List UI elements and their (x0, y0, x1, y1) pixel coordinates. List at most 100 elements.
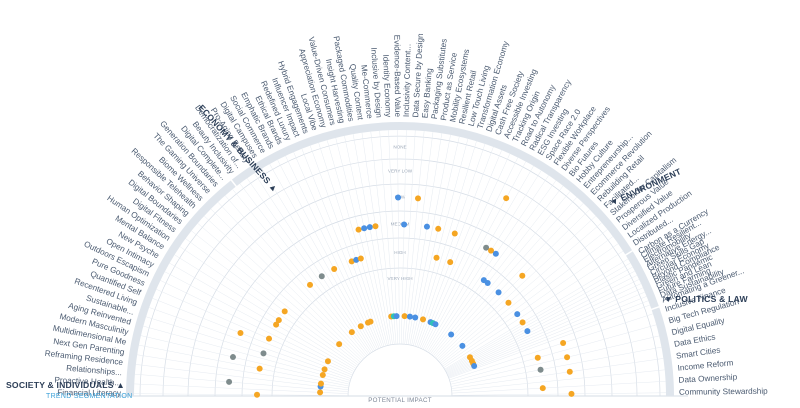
trend-label[interactable]: Data Ownership (678, 372, 738, 384)
trend-dot[interactable] (266, 335, 273, 342)
trend-spoke (361, 132, 393, 345)
trend-spoke (197, 223, 361, 363)
trend-dot[interactable] (355, 226, 362, 233)
trend-dot[interactable] (423, 223, 430, 230)
trend-label[interactable]: Income Reform (677, 358, 734, 372)
trend-dot[interactable] (471, 363, 478, 370)
trend-spoke (409, 134, 451, 345)
trend-dot[interactable] (537, 366, 544, 373)
trend-spoke (135, 364, 349, 391)
trend-spoke (239, 183, 369, 355)
trend-dot[interactable] (447, 259, 454, 266)
trend-dot[interactable] (432, 321, 439, 328)
trend-dot[interactable] (361, 225, 368, 232)
trend-label[interactable]: Evidence-Based Value (392, 35, 402, 118)
trend-dot[interactable] (372, 223, 379, 230)
trend-dot[interactable] (318, 273, 325, 280)
trend-dot[interactable] (353, 256, 360, 263)
impact-ring (187, 183, 613, 397)
trend-dot[interactable] (321, 366, 328, 373)
trend-dot[interactable] (433, 254, 440, 261)
impact-ring (271, 267, 529, 397)
trend-dot[interactable] (412, 314, 419, 321)
trend-spoke (431, 185, 564, 356)
trend-dot[interactable] (366, 224, 373, 231)
trend-dot[interactable] (560, 340, 567, 346)
trend-dot[interactable] (492, 250, 499, 257)
trend-dot[interactable] (254, 391, 261, 398)
trend-spoke (445, 270, 635, 372)
trend-dot[interactable] (415, 195, 421, 202)
trend-dot[interactable] (483, 244, 490, 251)
trend-spoke (411, 136, 460, 346)
trend-dot[interactable] (503, 195, 510, 202)
trend-spoke (447, 291, 645, 376)
trend-dot[interactable] (401, 313, 408, 320)
trend-dot[interactable] (393, 313, 400, 320)
trend-dot[interactable] (348, 258, 355, 265)
trend-dot[interactable] (317, 380, 324, 387)
trend-spoke (146, 316, 351, 381)
trend-dot[interactable] (534, 354, 541, 361)
trend-dot[interactable] (317, 389, 324, 396)
trend-spoke (442, 243, 619, 367)
trend-label[interactable]: Financial Literacy (57, 388, 122, 398)
trend-dot[interactable] (568, 390, 575, 397)
trend-label[interactable]: Identity Economy (381, 54, 393, 118)
trend-dot[interactable] (319, 371, 326, 378)
trend-spoke (446, 275, 638, 373)
trend-dot[interactable] (519, 319, 526, 326)
trend-dot[interactable] (395, 194, 402, 201)
trend-dot[interactable] (348, 329, 355, 336)
trend-dot[interactable] (273, 321, 280, 328)
trend-dot[interactable] (519, 272, 526, 279)
trend-spoke (443, 250, 624, 368)
trend-spoke (451, 392, 666, 396)
trend-dot[interactable] (324, 358, 331, 365)
trend-dot[interactable] (357, 323, 364, 330)
trend-dot[interactable] (226, 378, 233, 385)
trend-spoke (425, 165, 534, 352)
trend-dot[interactable] (484, 280, 491, 287)
trend-label[interactable]: Community Stewardship (679, 387, 768, 397)
trend-spoke (149, 307, 352, 379)
trend-dot[interactable] (275, 317, 282, 324)
trend-dot[interactable] (336, 341, 343, 348)
trend-label[interactable]: Smart Cities (676, 346, 721, 361)
trend-dot[interactable] (459, 342, 466, 349)
trend-dot[interactable] (524, 328, 531, 335)
trend-dot[interactable] (237, 330, 244, 337)
trend-dot[interactable] (260, 350, 267, 357)
trend-spoke (134, 383, 349, 394)
trend-dot[interactable] (281, 308, 288, 315)
trend-label[interactable]: Inclusivity Content... (402, 44, 413, 117)
trend-dot[interactable] (435, 225, 442, 232)
trend-dot[interactable] (331, 266, 338, 273)
ring-label: HIGH (394, 250, 405, 255)
trend-spoke (451, 358, 664, 389)
trend-spoke (449, 313, 654, 381)
trend-spoke (400, 130, 407, 345)
trend-dot[interactable] (256, 365, 263, 372)
trend-label[interactable]: Proactive Health... (54, 375, 121, 387)
trend-dot[interactable] (367, 318, 374, 325)
trend-dot[interactable] (495, 289, 502, 296)
trend-dot[interactable] (420, 316, 427, 323)
trend-dot[interactable] (505, 299, 512, 306)
trend-dot[interactable] (451, 230, 458, 237)
trend-spoke (388, 130, 399, 345)
trend-dot[interactable] (488, 247, 495, 254)
trend-dot[interactable] (566, 368, 573, 375)
trend-dot[interactable] (514, 311, 521, 318)
trend-dot[interactable] (229, 354, 236, 361)
trend-dot[interactable] (357, 255, 364, 262)
trend-dot[interactable] (539, 385, 546, 392)
trend-dot[interactable] (401, 221, 408, 228)
trend-spoke (419, 150, 502, 349)
trend-dot[interactable] (406, 313, 413, 320)
trend-dot[interactable] (448, 331, 455, 338)
trend-dot[interactable] (307, 281, 314, 288)
trend-spoke (446, 279, 640, 374)
trend-dot[interactable] (564, 354, 571, 361)
